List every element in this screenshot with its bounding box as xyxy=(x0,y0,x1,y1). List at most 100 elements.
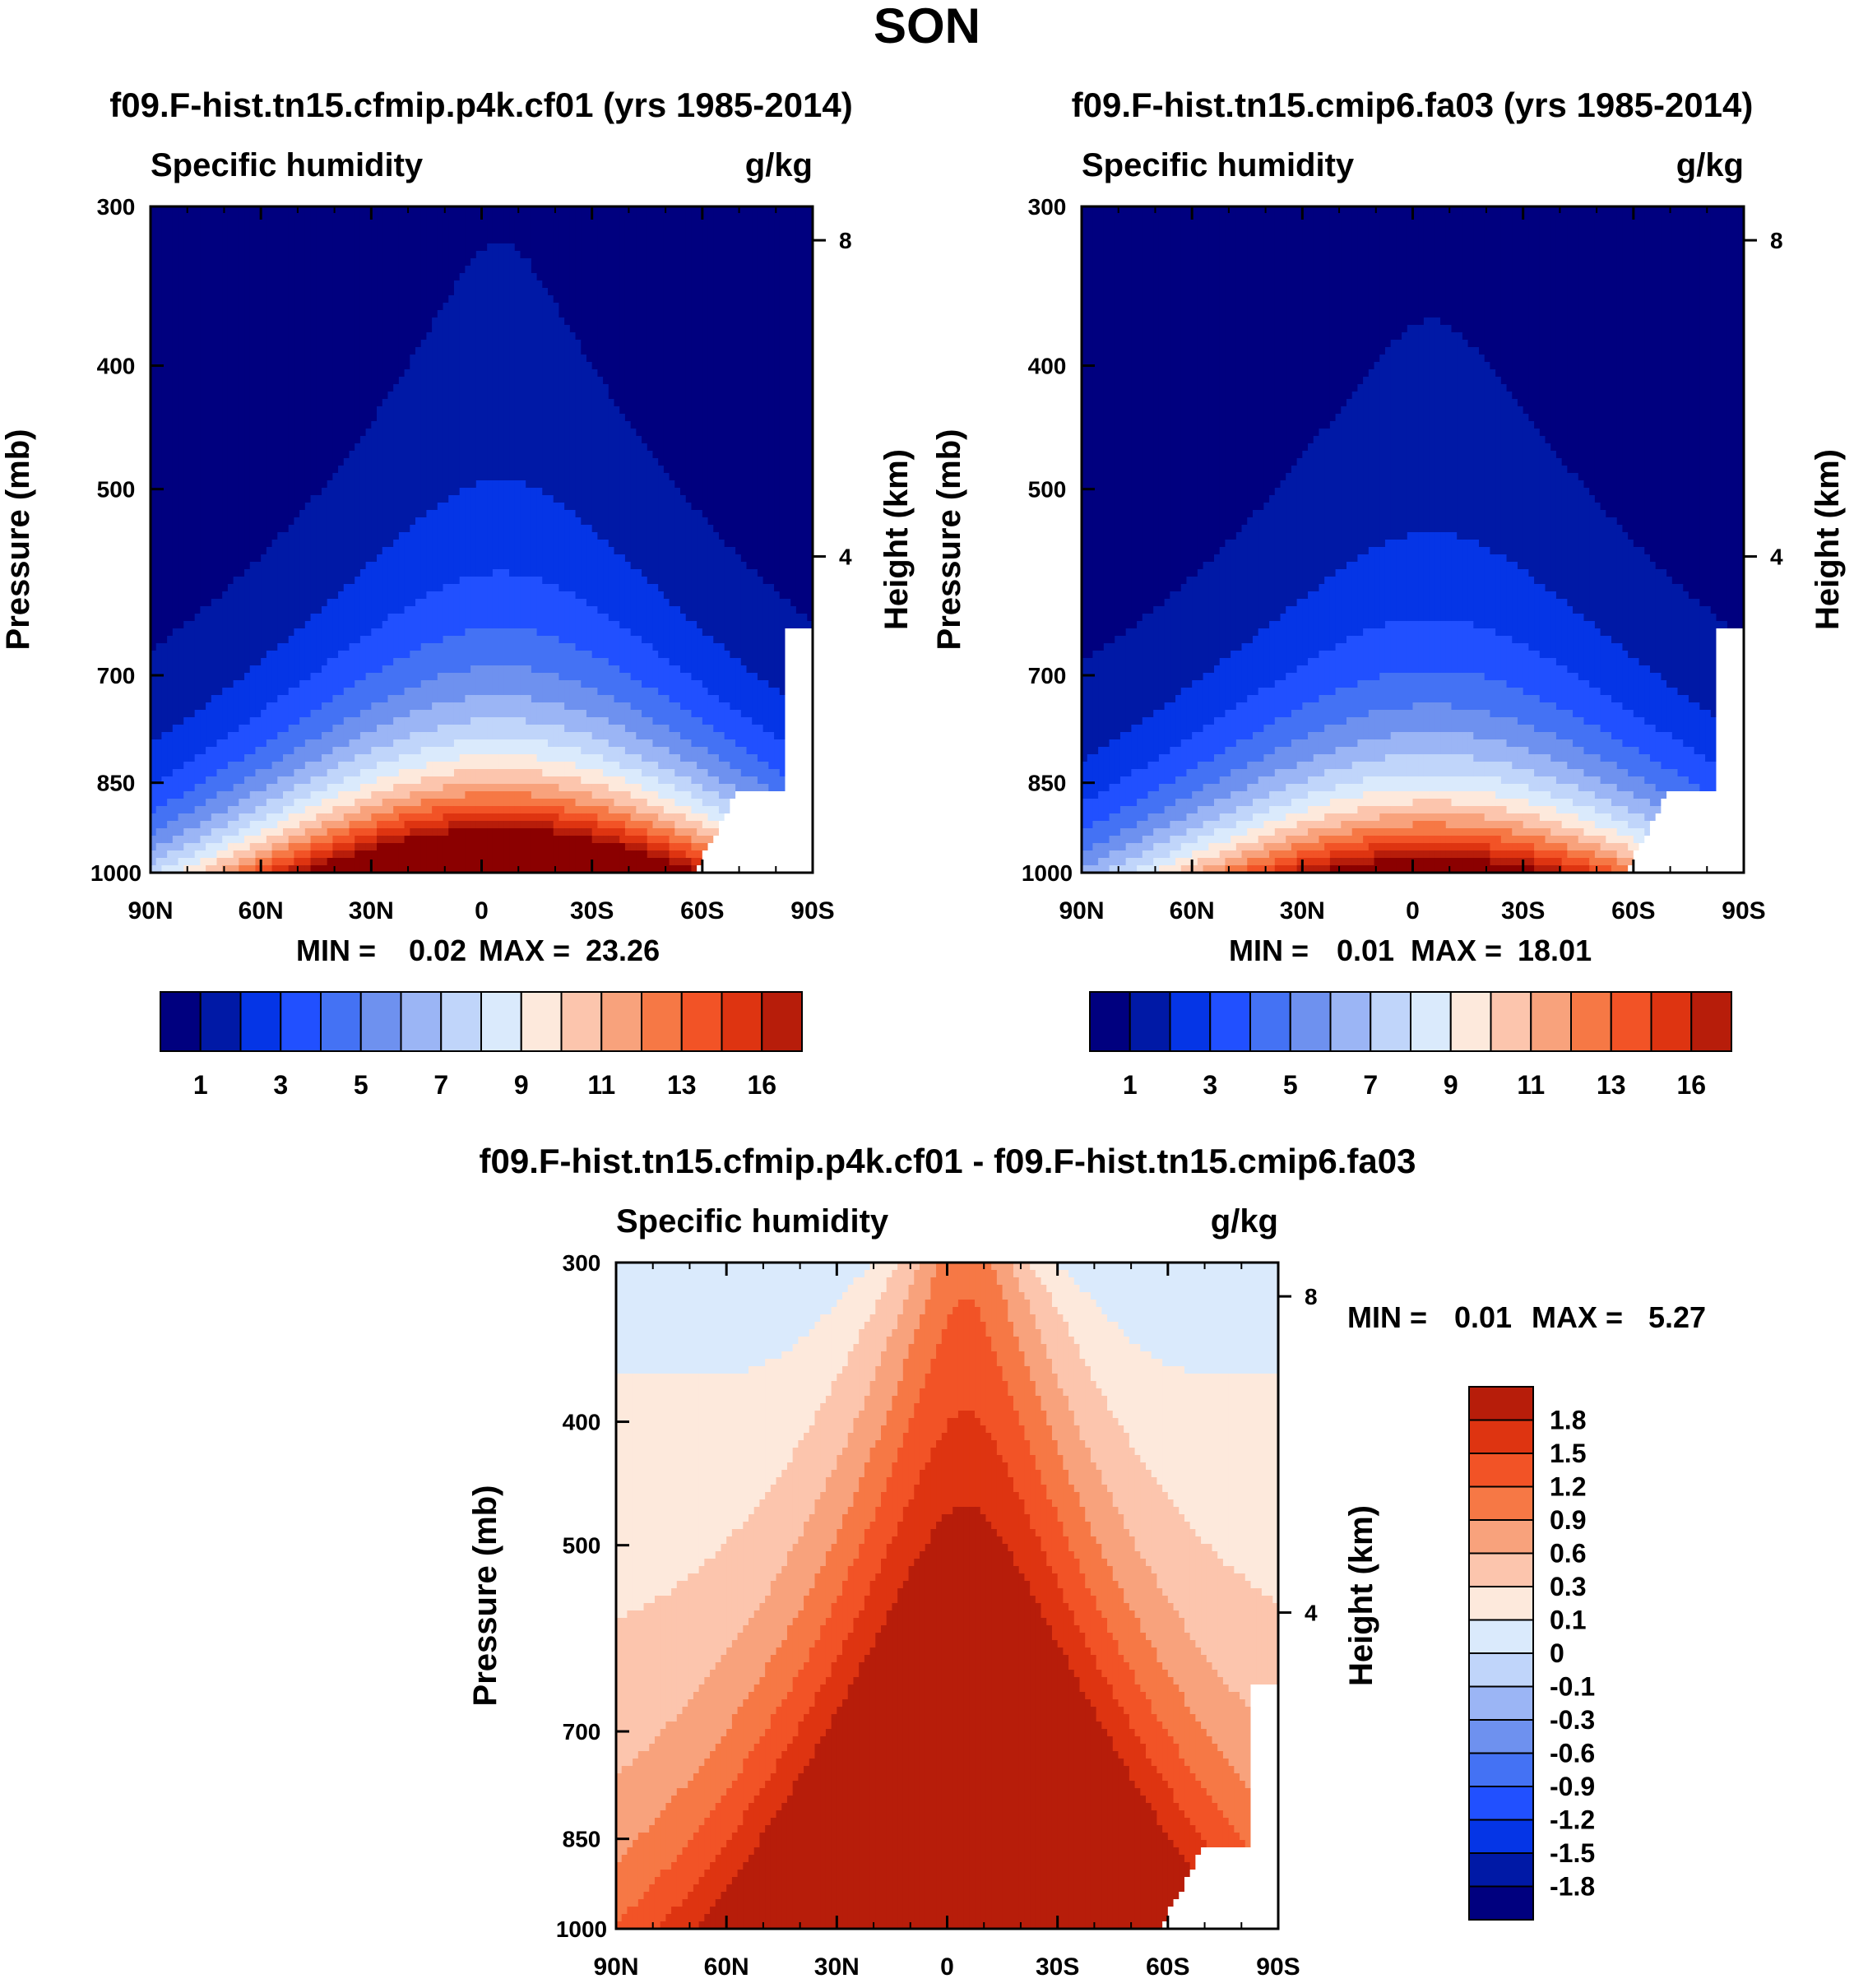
contour-cell xyxy=(658,421,665,429)
contour-cell xyxy=(155,229,163,237)
contour-cell xyxy=(730,473,736,481)
contour-cell xyxy=(255,229,262,237)
contour-cell xyxy=(691,273,698,281)
contour-cell xyxy=(642,399,648,407)
contour-cell xyxy=(410,421,416,429)
contour-cell xyxy=(768,266,775,274)
contour-cell xyxy=(349,510,355,518)
contour-cell xyxy=(669,355,675,363)
contour-cell xyxy=(581,443,587,452)
contour-cell xyxy=(591,206,598,215)
contour-cell xyxy=(702,399,709,407)
contour-cell xyxy=(393,206,400,215)
contour-cell xyxy=(740,288,748,296)
contour-cell xyxy=(520,243,526,252)
contour-cell xyxy=(432,258,438,266)
contour-cell xyxy=(404,325,410,333)
contour-cell xyxy=(581,429,587,437)
contour-cell xyxy=(647,384,654,392)
contour-cell xyxy=(548,266,554,274)
contour-cell xyxy=(432,443,438,452)
contour-cell xyxy=(200,273,206,281)
contour-cell xyxy=(663,221,670,229)
contour-cell xyxy=(757,206,764,215)
contour-cell xyxy=(757,280,764,289)
contour-cell xyxy=(327,325,333,333)
contour-cell xyxy=(663,495,670,503)
contour-cell xyxy=(338,362,345,370)
contour-cell xyxy=(608,443,615,452)
contour-cell xyxy=(321,303,328,311)
contour-cell xyxy=(244,243,251,252)
contour-cell xyxy=(608,406,615,415)
contour-cell xyxy=(426,229,433,237)
contour-cell xyxy=(492,317,499,326)
contour-cell xyxy=(432,206,438,215)
contour-cell xyxy=(768,243,775,252)
contour-cell xyxy=(382,362,389,370)
contour-cell xyxy=(244,369,251,378)
contour-cell xyxy=(393,421,400,429)
contour-cell xyxy=(377,458,383,466)
contour-cell xyxy=(249,214,257,222)
contour-cell xyxy=(393,392,400,400)
contour-cell xyxy=(603,288,610,296)
contour-cell xyxy=(564,243,571,252)
contour-cell xyxy=(730,251,736,259)
contour-cell xyxy=(371,510,378,518)
contour-cell xyxy=(377,303,383,311)
contour-cell xyxy=(161,251,168,259)
contour-cell xyxy=(619,243,626,252)
contour-cell xyxy=(271,399,278,407)
contour-cell xyxy=(475,355,483,363)
contour-cell xyxy=(774,503,781,511)
contour-cell xyxy=(359,473,367,481)
contour-cell xyxy=(415,310,422,318)
contour-cell xyxy=(244,414,251,422)
contour-cell xyxy=(520,288,526,296)
contour-cell xyxy=(283,458,290,466)
contour-cell xyxy=(514,436,521,444)
contour-cell xyxy=(443,317,449,326)
contour-cell xyxy=(674,466,681,474)
contour-cell xyxy=(465,406,471,415)
contour-cell xyxy=(509,295,516,304)
contour-cell xyxy=(249,325,257,333)
contour-cell xyxy=(520,303,526,311)
contour-cell xyxy=(316,406,322,415)
contour-cell xyxy=(470,325,477,333)
contour-cell xyxy=(437,273,444,281)
contour-cell xyxy=(498,473,504,481)
contour-cell xyxy=(553,206,560,215)
contour-cell xyxy=(691,392,698,400)
contour-cell xyxy=(597,480,604,489)
contour-cell xyxy=(746,369,753,378)
contour-cell xyxy=(167,295,174,304)
contour-cell xyxy=(608,355,615,363)
contour-cell xyxy=(365,510,372,518)
contour-cell xyxy=(575,258,582,266)
contour-cell xyxy=(415,458,422,466)
contour-cell xyxy=(757,340,764,348)
contour-cell xyxy=(746,229,753,237)
contour-cell xyxy=(437,347,444,355)
contour-cell xyxy=(531,243,538,252)
contour-cell xyxy=(470,236,477,244)
contour-cell xyxy=(271,377,278,385)
contour-cell xyxy=(227,399,234,407)
contour-cell xyxy=(359,399,367,407)
contour-cell xyxy=(443,214,449,222)
contour-cell xyxy=(581,406,587,415)
contour-cell xyxy=(415,392,422,400)
contour-cell xyxy=(536,258,543,266)
contour-cell xyxy=(255,266,262,274)
contour-cell xyxy=(575,369,582,378)
contour-cell xyxy=(437,377,444,385)
contour-cell xyxy=(481,295,488,304)
contour-cell xyxy=(216,310,223,318)
contour-cell xyxy=(707,273,714,281)
contour-cell xyxy=(349,406,355,415)
contour-cell xyxy=(453,392,461,400)
contour-cell xyxy=(730,266,736,274)
contour-cell xyxy=(707,458,714,466)
